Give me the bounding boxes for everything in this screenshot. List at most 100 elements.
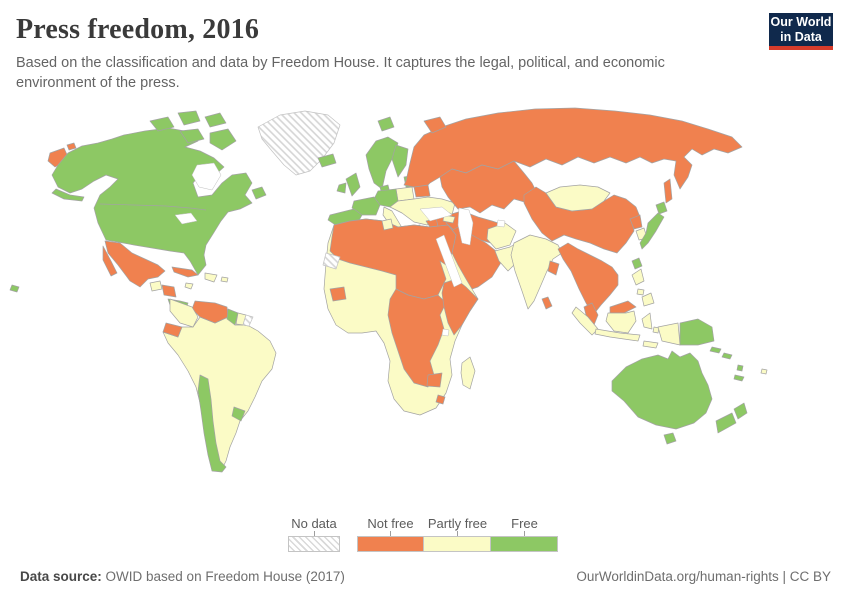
legend-partly-free-swatch[interactable] xyxy=(424,536,491,552)
region-west-papua[interactable] xyxy=(657,322,681,346)
region-arctic-islands-2[interactable] xyxy=(177,110,201,126)
region-malay-peninsula[interactable] xyxy=(583,302,599,326)
region-vanuatu[interactable] xyxy=(736,364,744,372)
region-bangladesh[interactable] xyxy=(547,260,560,276)
region-lesser-sunda[interactable] xyxy=(642,340,659,349)
region-nz-south-island[interactable] xyxy=(715,412,737,434)
legend-free-label: Free xyxy=(511,516,538,531)
region-nz-north-island[interactable] xyxy=(733,402,748,420)
page-title: Press freedom, 2016 xyxy=(16,14,260,45)
region-united-kingdom[interactable] xyxy=(345,172,361,197)
region-norway-sweden[interactable] xyxy=(365,136,399,190)
red-sea xyxy=(435,234,463,288)
legend-no-data-swatch[interactable] xyxy=(288,536,340,552)
region-afghanistan[interactable] xyxy=(486,222,517,250)
region-france[interactable] xyxy=(351,196,381,216)
owid-logo-line2: in Data xyxy=(780,29,822,44)
region-guinea[interactable] xyxy=(329,286,347,302)
region-aleutians[interactable] xyxy=(51,188,85,202)
region-tunisia[interactable] xyxy=(381,218,394,231)
region-arctic-islands-4[interactable] xyxy=(179,128,205,144)
region-uruguay[interactable] xyxy=(231,406,246,422)
legend-free-swatch[interactable] xyxy=(491,536,558,552)
region-hispaniola[interactable] xyxy=(204,272,218,283)
region-fiji[interactable] xyxy=(760,368,768,375)
region-hawaii[interactable] xyxy=(9,284,20,293)
region-poland[interactable] xyxy=(395,186,415,202)
region-georgia[interactable] xyxy=(442,214,456,224)
region-sakhalin[interactable] xyxy=(663,178,673,204)
map-legend: No data Not free Partly free Free xyxy=(288,516,558,552)
region-newfoundland[interactable] xyxy=(251,186,267,200)
region-honduras-nicaragua[interactable] xyxy=(161,284,177,298)
region-tasmania[interactable] xyxy=(663,432,677,445)
legend-partly-free-label: Partly free xyxy=(427,516,488,531)
license-badge[interactable]: | CC BY xyxy=(778,569,831,584)
region-guyana[interactable] xyxy=(226,308,239,326)
region-ireland[interactable] xyxy=(336,182,347,194)
region-india[interactable] xyxy=(510,234,563,310)
region-madagascar[interactable] xyxy=(460,356,476,390)
region-iceland[interactable] xyxy=(317,153,337,168)
region-mexico[interactable] xyxy=(102,240,166,288)
legend-no-data-label: No data xyxy=(291,516,337,531)
legend-partly-free[interactable]: Partly free xyxy=(424,516,491,552)
region-svalbard[interactable] xyxy=(377,116,395,132)
region-sumatra[interactable] xyxy=(571,306,599,336)
region-baffin-island[interactable] xyxy=(209,128,237,151)
region-finland[interactable] xyxy=(391,144,409,178)
region-borneo-malaysia[interactable] xyxy=(609,300,637,314)
region-solomons-2[interactable] xyxy=(721,352,733,360)
legend-tick xyxy=(313,531,315,536)
region-french-guiana[interactable] xyxy=(242,314,254,327)
region-cuba[interactable] xyxy=(171,266,199,278)
region-venezuela[interactable] xyxy=(191,300,229,324)
region-zimbabwe[interactable] xyxy=(426,372,443,388)
region-sulawesi[interactable] xyxy=(641,312,653,330)
region-solomons-1[interactable] xyxy=(709,346,722,354)
region-novaya-zemlya[interactable] xyxy=(423,116,447,134)
region-guatemala[interactable] xyxy=(149,280,163,292)
region-jamaica[interactable] xyxy=(184,282,194,290)
chart-subtitle: Based on the classification and data by … xyxy=(16,55,665,91)
region-philippines-luzon[interactable] xyxy=(631,268,645,286)
legend-free[interactable]: Free xyxy=(491,516,558,552)
region-borneo-indonesia[interactable] xyxy=(605,310,637,334)
region-swaziland[interactable] xyxy=(435,394,446,405)
legend-no-data[interactable]: No data xyxy=(288,516,340,552)
region-ecuador[interactable] xyxy=(162,322,183,338)
region-philippines-visayas[interactable] xyxy=(636,288,645,296)
region-philippines-mindanao[interactable] xyxy=(641,292,655,307)
legend-not-free[interactable]: Not free xyxy=(357,516,424,552)
region-arctic-islands-1[interactable] xyxy=(149,116,175,132)
legend-not-free-swatch[interactable] xyxy=(357,536,424,552)
region-japan-hokkaido[interactable] xyxy=(655,201,668,215)
hudson-bay xyxy=(191,162,222,191)
region-western-sahara[interactable] xyxy=(322,252,341,270)
region-moluccas[interactable] xyxy=(652,326,660,334)
owid-logo[interactable]: Our World in Data xyxy=(769,13,833,50)
region-central-africa[interactable] xyxy=(387,288,447,388)
region-taiwan[interactable] xyxy=(631,257,643,270)
owid-url-link[interactable]: OurWorldinData.org/human-rights xyxy=(576,569,779,584)
region-new-caledonia[interactable] xyxy=(733,374,745,382)
region-north-korea[interactable] xyxy=(629,214,643,230)
region-arctic-islands-3[interactable] xyxy=(204,112,227,128)
legend-tick xyxy=(457,531,458,536)
region-chile[interactable] xyxy=(197,374,227,473)
region-sri-lanka[interactable] xyxy=(541,296,553,310)
region-japan-honshu[interactable] xyxy=(639,212,665,250)
region-indochina[interactable] xyxy=(557,242,619,316)
region-horn-of-africa[interactable] xyxy=(441,278,479,336)
region-brazil-southern-cone[interactable] xyxy=(162,316,277,470)
region-java[interactable] xyxy=(594,328,641,342)
region-mongolia[interactable] xyxy=(545,184,611,212)
footer-right: OurWorldinData.org/human-rights | CC BY xyxy=(576,569,831,584)
region-puerto-rico[interactable] xyxy=(220,276,229,283)
region-colombia[interactable] xyxy=(169,298,199,328)
region-australia[interactable] xyxy=(611,350,713,430)
legend-tick xyxy=(390,531,391,536)
region-north-africa-sahara[interactable] xyxy=(329,218,457,300)
region-papua-new-guinea[interactable] xyxy=(679,318,715,346)
